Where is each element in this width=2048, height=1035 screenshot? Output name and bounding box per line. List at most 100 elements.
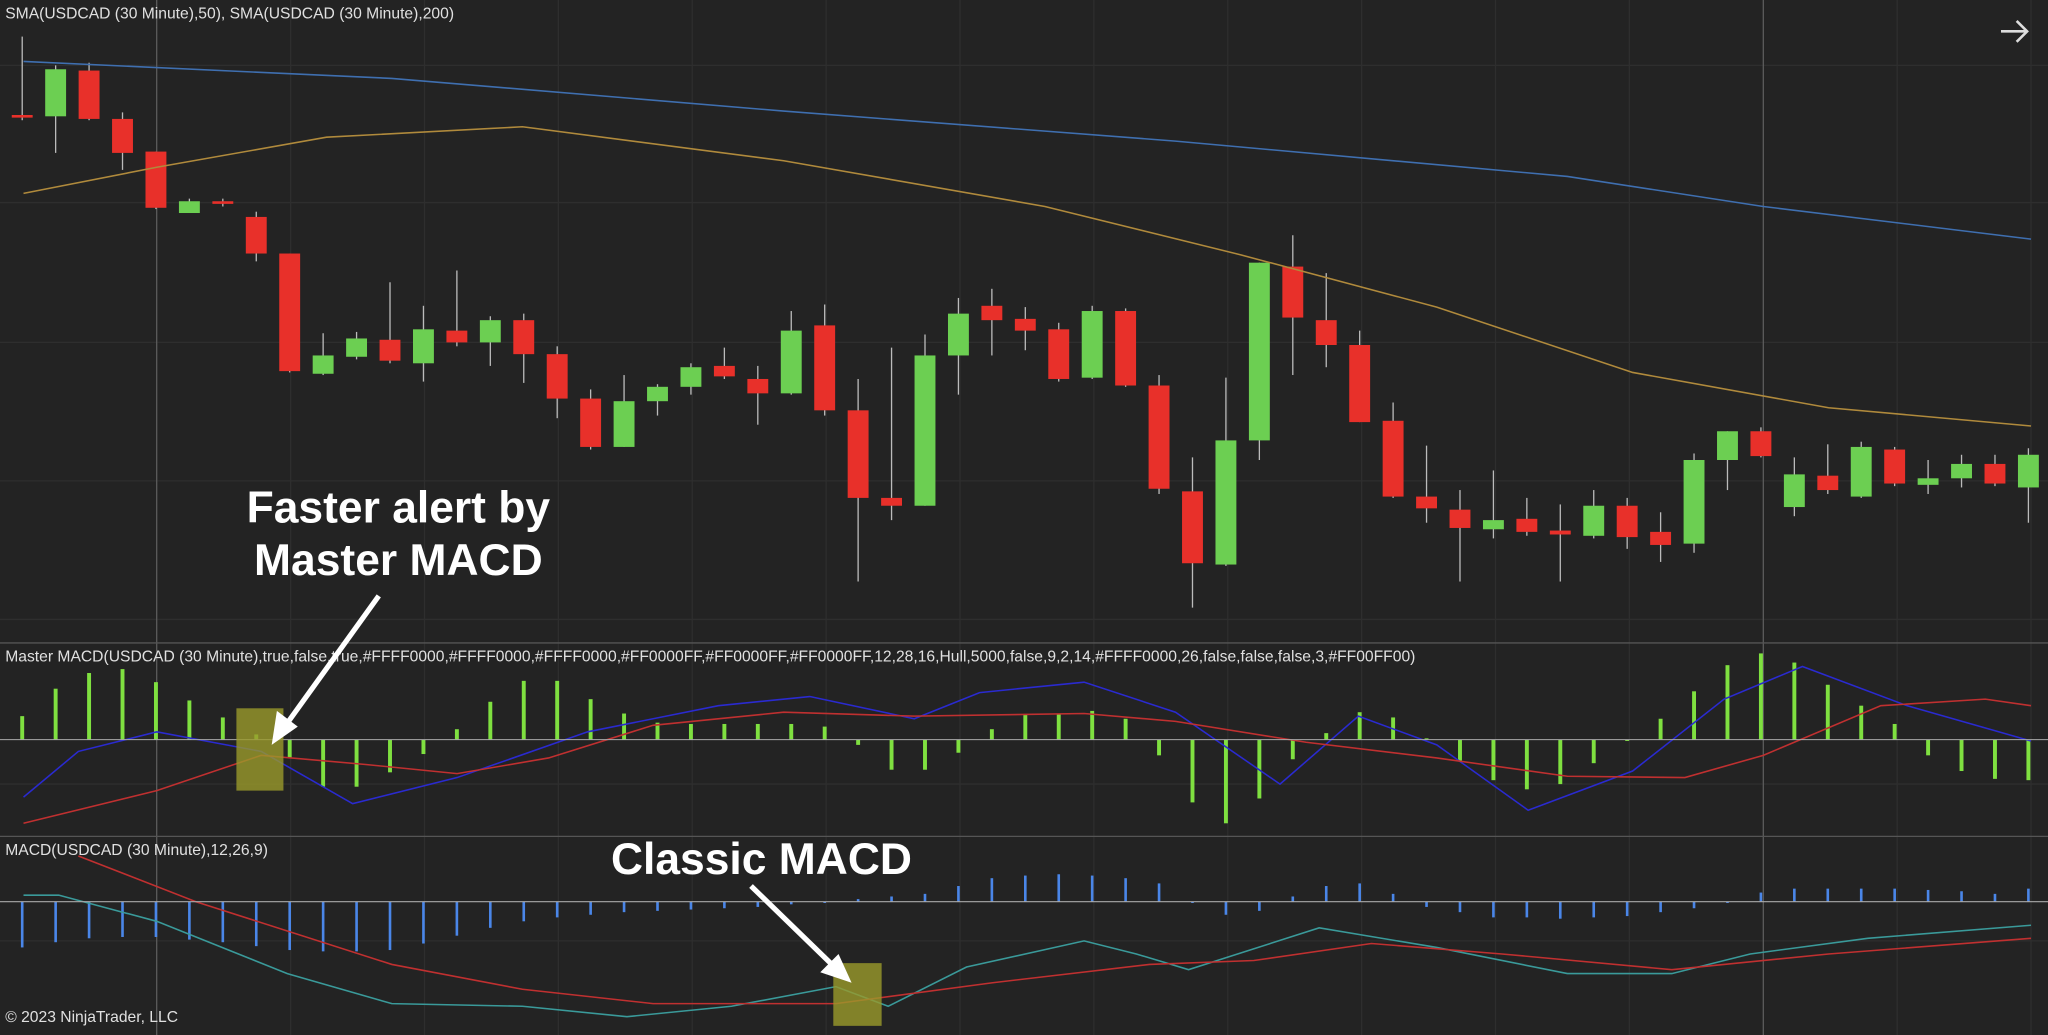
classic-macd-bar — [288, 901, 292, 951]
classic-macd-bar — [1391, 893, 1395, 902]
classic-macd-bar — [1324, 886, 1328, 902]
master-macd-bar — [1725, 665, 1730, 740]
classic-macd-bar — [1358, 883, 1361, 902]
master-macd-bar — [1825, 684, 1830, 740]
classic-macd-bar — [589, 901, 592, 915]
classic-macd-bar — [1726, 901, 1729, 904]
candle-body — [212, 201, 234, 204]
master-macd-bar — [1190, 739, 1195, 803]
master-macd-bar — [1524, 739, 1529, 790]
price-marks — [11, 36, 2039, 1018]
master-macd-bar — [321, 739, 326, 787]
candle-body — [747, 378, 769, 394]
classic-macd-bar — [2027, 888, 2030, 902]
master-macd-bar — [53, 688, 58, 740]
candle-body — [1182, 491, 1203, 564]
classic-macd-bar — [756, 901, 760, 907]
candle-body — [680, 367, 702, 387]
annotation-text: Classic MACD — [611, 835, 912, 884]
master-macd-bar — [1792, 662, 1797, 740]
candle-body — [1583, 505, 1605, 536]
candle-body — [647, 386, 668, 402]
classic-macd-bar — [1592, 901, 1596, 918]
classic-macd-bar — [221, 901, 225, 943]
annotation-arrow — [749, 884, 852, 983]
candle-body — [1115, 311, 1137, 386]
candle-body — [814, 325, 836, 411]
master-macd-bar — [1926, 739, 1931, 756]
classic-macd-bar — [1692, 901, 1696, 909]
master-macd-bar — [1458, 739, 1462, 761]
master-macd-bar — [388, 739, 392, 773]
classic-macd-bar — [1859, 888, 1863, 902]
master-macd-bar — [521, 680, 526, 740]
candle-body — [1014, 318, 1036, 331]
classic-macd-bar — [689, 901, 693, 910]
candle-body — [346, 338, 368, 357]
classic-macd-bar — [1124, 878, 1127, 902]
panel-label: MACD(USDCAD (30 Minute),12,26,9) — [5, 842, 268, 859]
candle-body — [1616, 505, 1638, 538]
candle-body — [947, 313, 969, 356]
candle-body — [479, 320, 501, 343]
classic-macd-bar — [1157, 883, 1161, 902]
master-macd-bar — [889, 739, 894, 770]
candle-body — [1215, 440, 1237, 565]
candle-body — [1482, 520, 1504, 530]
candle-body — [178, 201, 200, 214]
master-macd-bar — [989, 729, 994, 740]
candle-body — [1951, 463, 1972, 479]
candle-body — [1750, 431, 1772, 457]
master-macd-bar — [187, 700, 192, 740]
candle-body — [2017, 454, 2039, 488]
master-macd-bar — [555, 680, 560, 740]
master-macd-bar — [622, 713, 627, 740]
expand-arrow-icon[interactable] — [2000, 19, 2029, 43]
classic-macd-bar — [1893, 888, 1896, 902]
candle-body — [45, 69, 67, 117]
master-macd-bar — [1023, 714, 1028, 740]
candle-body — [546, 354, 568, 399]
classic-macd-bar — [890, 896, 893, 902]
candle-body — [1048, 329, 1070, 379]
candle-body — [1683, 460, 1705, 544]
master-macd-bar — [1859, 705, 1864, 740]
classic-macd-bar — [87, 901, 91, 939]
master-macd-bar — [1157, 739, 1162, 756]
master-macd-line — [23, 665, 2032, 812]
candle-body — [1884, 449, 1906, 484]
classic-macd-bar — [355, 901, 358, 952]
classic-macd-bar — [1926, 889, 1930, 902]
candle-body — [11, 115, 33, 118]
annotation-text: Faster alert by — [247, 484, 551, 533]
classic-macd-bar — [1024, 875, 1027, 902]
classic-macd-bar — [254, 901, 258, 947]
classic-macd-bar — [622, 901, 626, 913]
candle-body — [279, 253, 301, 372]
classic-macd-bar — [656, 901, 659, 911]
master-macd-bar — [488, 701, 493, 740]
candle-body — [1416, 496, 1437, 509]
master-macd-bar — [1290, 739, 1295, 760]
panel-label: Master MACD(USDCAD (30 Minute),true,fals… — [5, 648, 1415, 665]
classic-macd-line — [23, 894, 2032, 1018]
classic-macd-bar — [422, 901, 425, 944]
candle-body — [1382, 420, 1404, 497]
classic-macd-bar — [1258, 901, 1261, 911]
candle-body — [914, 355, 936, 506]
master-macd-bar — [688, 723, 693, 740]
classic-macd-bar — [1291, 896, 1295, 902]
master-macd-bar — [287, 739, 292, 758]
candle-body — [412, 329, 434, 364]
master-macd-bar — [1692, 691, 1696, 740]
classic-macd-bar — [455, 901, 459, 936]
classic-macd-bar — [1090, 875, 1094, 902]
candle-body — [1349, 345, 1371, 423]
master-macd-bar — [1993, 739, 1997, 779]
candle-body — [1315, 320, 1337, 345]
master-macd-bar — [1123, 718, 1128, 740]
classic-macd-bar — [723, 901, 726, 909]
